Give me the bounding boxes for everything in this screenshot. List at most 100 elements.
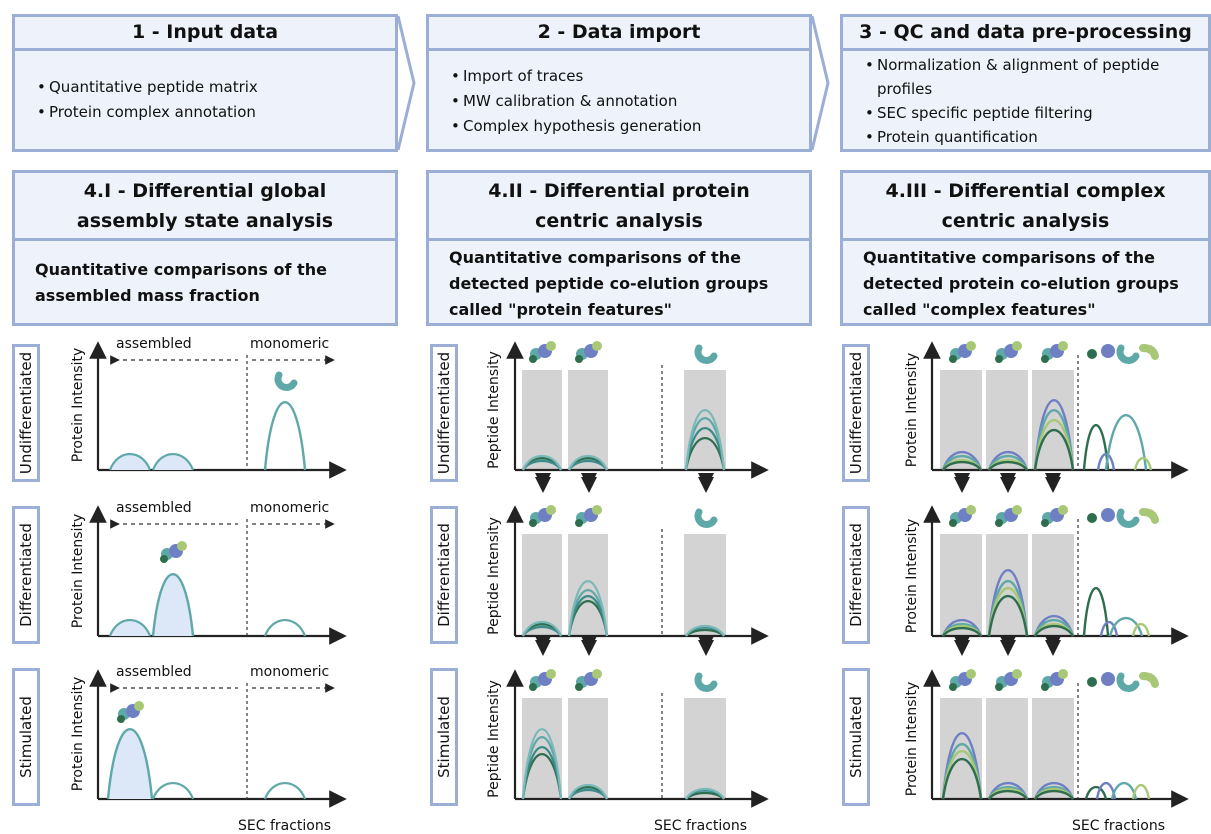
protein-complex-icon	[546, 669, 556, 679]
global-analysis-description: Quantitative comparisons of the assemble…	[35, 260, 327, 305]
title-line: assembly state analysis	[76, 210, 334, 232]
protein-trace	[1104, 413, 1148, 471]
condition-label: Undifferentiated	[12, 344, 40, 482]
protein-y-label: Peptide Intensity	[486, 680, 502, 798]
protein-complex-icon	[546, 505, 556, 515]
peptide-trace	[521, 728, 563, 800]
protein-trace	[1082, 586, 1110, 637]
protein-y-label: Peptide Intensity	[486, 351, 502, 469]
monomer-protein-icon	[1116, 344, 1140, 364]
complex-y-label: Protein Intensity	[904, 682, 920, 796]
protein-complex-icon	[1058, 505, 1068, 515]
assembled-label: assembled	[116, 336, 192, 352]
elution-band	[568, 370, 608, 470]
peptide-trace	[567, 595, 609, 637]
protein-complex-icon	[529, 519, 537, 527]
assembled-peak	[108, 619, 152, 637]
condition-label: Differentiated	[430, 506, 458, 644]
protein-complex-icon	[592, 341, 602, 351]
protein-trace	[1133, 456, 1153, 471]
title-line: 4.I - Differential global	[83, 180, 327, 202]
global-y-label: Protein Intensity	[70, 677, 86, 791]
protein-complex-icon	[1058, 341, 1068, 351]
monomer-protein-icon	[1116, 672, 1140, 692]
protein-complex-icon	[949, 519, 957, 527]
protein-trace	[1084, 785, 1108, 800]
protein-complex-icon	[1012, 341, 1022, 351]
monomer-protein-icon	[1087, 349, 1097, 359]
peptide-trace	[521, 620, 563, 637]
x-axis-label: SEC fractions	[1072, 818, 1165, 834]
condition-label: Differentiated	[842, 506, 870, 644]
assembled-peak	[108, 453, 152, 471]
data-import-title: 2 - Data import	[429, 17, 809, 51]
x-axis-label: SEC fractions	[238, 818, 331, 834]
assembled-label: assembled	[116, 664, 192, 680]
protein-trace	[941, 757, 983, 800]
monomer-protein-icon	[274, 371, 298, 391]
protein-complex-icon	[592, 669, 602, 679]
protein-analysis-title: 4.II - Differential protein centric anal…	[429, 173, 809, 241]
protein-complex-icon	[949, 683, 957, 691]
condition-label: Stimulated	[842, 668, 870, 806]
global-y-label: Protein Intensity	[70, 348, 86, 462]
protein-trace	[942, 626, 982, 637]
protein-complex-icon	[160, 555, 168, 563]
protein-complex-icon	[134, 701, 144, 711]
peptide-trace	[684, 409, 726, 471]
protein-complex-icon	[117, 715, 125, 723]
input-data-title: 1 - Input data	[15, 17, 395, 51]
import-item: MW calibration & annotation	[451, 89, 701, 114]
title-line: 4.II - Differential protein	[488, 180, 750, 202]
protein-trace	[1033, 428, 1075, 471]
monomeric-label: monomeric	[250, 664, 329, 680]
import-item: Import of traces	[451, 64, 701, 89]
elution-band	[568, 534, 608, 636]
protein-analysis-description: Quantitative comparisons of the detected…	[449, 248, 769, 319]
protein-trace	[1099, 620, 1119, 637]
protein-complex-icon	[966, 341, 976, 351]
data-import-box: 2 - Data import Import of traces MW cali…	[426, 14, 812, 152]
protein-complex-icon	[575, 355, 583, 363]
global-y-label: Protein Intensity	[70, 514, 86, 628]
elution-band	[522, 698, 562, 799]
protein-complex-icon	[995, 519, 1003, 527]
monomer-protein-icon	[694, 344, 718, 364]
peptide-trace	[567, 783, 609, 800]
protein-complex-icon	[1012, 669, 1022, 679]
assembled-peak	[106, 728, 154, 800]
assembled-peak	[151, 572, 195, 637]
protein-complex-icon	[575, 683, 583, 691]
monomer-peak	[263, 782, 307, 800]
monomeric-label: monomeric	[250, 336, 329, 352]
protein-complex-icon	[1041, 355, 1049, 363]
protein-complex-icon	[1058, 669, 1068, 679]
title-line: centric analysis	[535, 210, 703, 232]
protein-trace	[1034, 789, 1074, 800]
protein-complex-icon	[529, 355, 537, 363]
monomer-peak	[263, 619, 307, 637]
monomeric-label: monomeric	[250, 500, 329, 516]
input-data-list: Quantitative peptide matrix Protein comp…	[31, 75, 258, 125]
protein-trace	[1108, 617, 1144, 637]
protein-trace	[1033, 624, 1075, 637]
peptide-trace	[685, 624, 725, 637]
qc-item: Normalization & alignment of peptide pro…	[865, 53, 1204, 101]
title-line: centric analysis	[941, 210, 1110, 232]
condition-label: Differentiated	[12, 506, 40, 644]
elution-band	[522, 534, 562, 636]
condition-label: Undifferentiated	[842, 344, 870, 482]
protein-trace	[1082, 423, 1110, 471]
elution-band	[684, 534, 726, 636]
condition-label: Undifferentiated	[430, 344, 458, 482]
input-item: Protein complex annotation	[37, 100, 258, 125]
protein-complex-icon	[529, 683, 537, 691]
import-item: Complex hypothesis generation	[451, 114, 701, 139]
protein-complex-icon	[575, 519, 583, 527]
condition-label: Stimulated	[12, 668, 40, 806]
protein-complex-icon	[966, 505, 976, 515]
protein-y-label: Peptide Intensity	[486, 517, 502, 635]
monomer-protein-icon	[694, 672, 718, 692]
complex-y-label: Protein Intensity	[904, 519, 920, 633]
protein-complex-icon	[995, 355, 1003, 363]
